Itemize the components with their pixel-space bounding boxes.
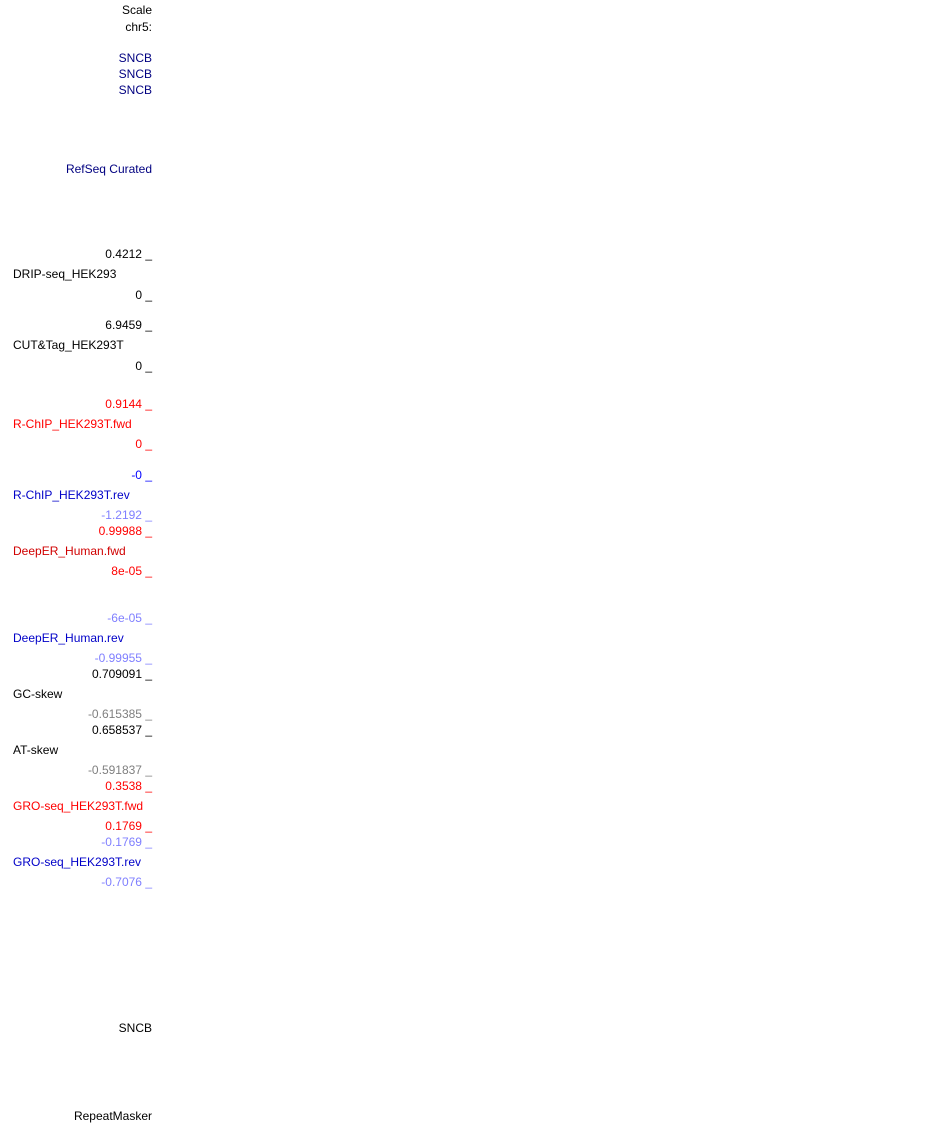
- drip-seq-max: 0.4212 _: [105, 247, 152, 261]
- at-skew-min: -0.591837 _: [87, 763, 152, 777]
- gro-fwd-track-name[interactable]: GRO-seq_HEK293T.fwd: [13, 799, 144, 813]
- deeper-fwd-track-name[interactable]: DeepER_Human.fwd: [13, 544, 126, 558]
- gc-skew-min: -0.615385 _: [87, 707, 152, 721]
- gro-rev-min: -0.7076 _: [101, 875, 152, 889]
- deeper-rev-min: -0.99955 _: [94, 651, 152, 665]
- gro-rev-track-name[interactable]: GRO-seq_HEK293T.rev: [13, 855, 142, 869]
- deeper-fwd-min: 8e-05 _: [111, 564, 152, 578]
- rchip-rev-max: -0 _: [131, 468, 152, 482]
- at-skew-track-name[interactable]: AT-skew: [13, 743, 59, 757]
- cut-tag-track-name[interactable]: CUT&Tag_HEK293T: [13, 338, 124, 352]
- deeper-fwd-max: 0.99988 _: [98, 524, 152, 538]
- rchip-fwd-max: 0.9144 _: [105, 397, 152, 411]
- gene-label-sncb-1[interactable]: SNCB: [118, 51, 152, 65]
- gene-label-sncb-2[interactable]: SNCB: [118, 67, 152, 81]
- genome-browser-image-area[interactable]: [160, 0, 950, 1124]
- gc-skew-max: 0.709091 _: [91, 667, 152, 681]
- drip-seq-track-name[interactable]: DRIP-seq_HEK293: [13, 267, 117, 281]
- repeatmasker-label[interactable]: RepeatMasker: [73, 1109, 152, 1123]
- at-skew-max: 0.658537 _: [91, 723, 152, 737]
- gc-skew-track-name[interactable]: GC-skew: [13, 687, 63, 701]
- rchip-fwd-min: 0 _: [135, 437, 152, 451]
- sncb-track-label[interactable]: SNCB: [118, 1021, 152, 1035]
- cut-tag-min: 0 _: [135, 359, 152, 373]
- chrom-label: chr5:: [125, 20, 152, 34]
- drip-seq-min: 0 _: [135, 288, 152, 302]
- gro-fwd-min: 0.1769 _: [105, 819, 152, 833]
- rchip-rev-track-name[interactable]: R-ChIP_HEK293T.rev: [13, 488, 130, 502]
- deeper-rev-max: -6e-05 _: [107, 611, 152, 625]
- gro-fwd-max: 0.3538 _: [105, 779, 152, 793]
- refseq-curated-label[interactable]: RefSeq Curated: [65, 162, 152, 176]
- rchip-fwd-track-name[interactable]: R-ChIP_HEK293T.fwd: [13, 417, 132, 431]
- scale-label: Scale: [121, 3, 152, 17]
- gene-label-sncb-3[interactable]: SNCB: [118, 83, 152, 97]
- deeper-rev-track-name[interactable]: DeepER_Human.rev: [13, 631, 124, 645]
- rchip-rev-min: -1.2192 _: [101, 508, 152, 522]
- cut-tag-max: 6.9459 _: [105, 318, 152, 332]
- gro-rev-max: -0.1769 _: [101, 835, 152, 849]
